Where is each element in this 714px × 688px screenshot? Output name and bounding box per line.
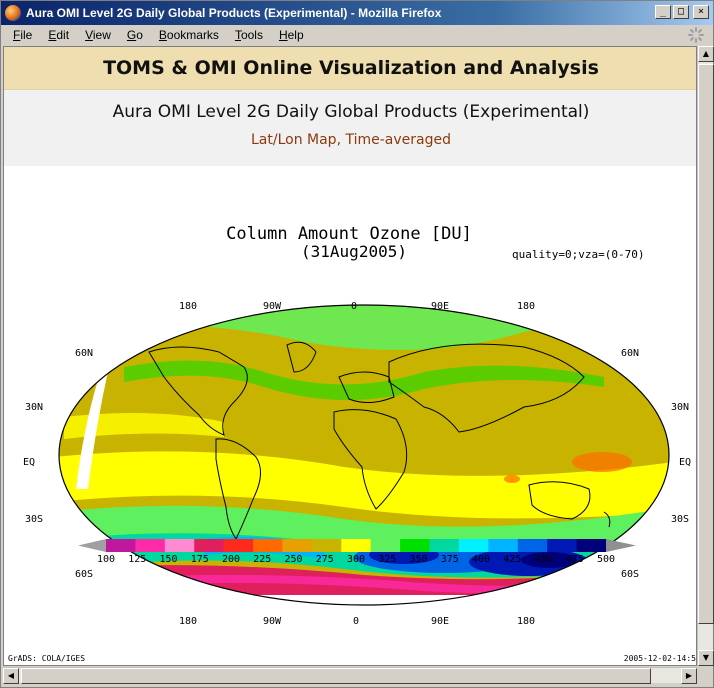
menu-bookmarks[interactable]: Bookmarks bbox=[158, 28, 219, 42]
close-button[interactable]: × bbox=[693, 5, 709, 19]
lon-label-top: 90W bbox=[263, 301, 282, 312]
coastlines bbox=[148, 341, 611, 541]
firefox-icon bbox=[5, 5, 21, 21]
vertical-scroll-thumb[interactable] bbox=[698, 64, 714, 624]
colorbar-swatch bbox=[429, 539, 460, 552]
globe-outline bbox=[58, 304, 670, 606]
colorbar-swatch bbox=[282, 539, 313, 552]
plot-qualifier: quality=0;vza=(0-70) bbox=[512, 248, 644, 261]
ozone-map-plot: Column Amount Ozone [DU] (31Aug2005) qua… bbox=[8, 224, 696, 663]
lat-label-left: 60S bbox=[75, 569, 93, 580]
lat-label-right: 60N bbox=[621, 348, 639, 359]
lon-label-bottom: 90E bbox=[431, 616, 449, 627]
footer-right: 2005-12-02-14:5 bbox=[624, 654, 696, 663]
colorbar-swatch bbox=[164, 539, 195, 552]
window-controls: _ □ × bbox=[655, 5, 709, 19]
colorbar-over-arrow bbox=[606, 539, 636, 552]
colorbar-label: 125 bbox=[128, 554, 146, 565]
throbber-icon bbox=[688, 27, 704, 43]
title-bar[interactable]: Aura OMI Level 2G Daily Global Products … bbox=[1, 1, 713, 25]
colorbar-swatch bbox=[576, 539, 607, 552]
scroll-right-icon[interactable]: ▶ bbox=[681, 668, 697, 684]
colorbar bbox=[78, 539, 636, 552]
site-banner: TOMS & OMI Online Visualization and Anal… bbox=[4, 47, 696, 90]
colorbar-label: 300 bbox=[347, 554, 365, 565]
site-title: TOMS & OMI Online Visualization and Anal… bbox=[103, 57, 599, 79]
lat-label-right: 60S bbox=[621, 569, 639, 580]
colorbar-swatch bbox=[135, 539, 166, 552]
lat-label-right: 30S bbox=[671, 514, 689, 525]
colorbar-swatch bbox=[194, 539, 225, 552]
colorbar-label: 400 bbox=[472, 554, 490, 565]
colorbar-label: 250 bbox=[284, 554, 302, 565]
lat-label-left: 30S bbox=[25, 514, 43, 525]
colorbar-label: 450 bbox=[534, 554, 552, 565]
lon-label-bottom: 90W bbox=[263, 616, 282, 627]
page-viewport[interactable]: TOMS & OMI Online Visualization and Anal… bbox=[3, 46, 697, 666]
colorbar-label: 350 bbox=[409, 554, 427, 565]
plot-date: (31Aug2005) bbox=[301, 242, 407, 261]
product-header: Aura OMI Level 2G Daily Global Products … bbox=[4, 90, 696, 166]
horizontal-scrollbar[interactable]: ◀ ▶ bbox=[3, 667, 697, 684]
window-title: Aura OMI Level 2G Daily Global Products … bbox=[26, 6, 442, 20]
menu-bar: File Edit View Go Bookmarks Tools Help bbox=[1, 25, 713, 45]
menu-file[interactable]: File bbox=[13, 28, 33, 42]
colorbar-swatch bbox=[458, 539, 489, 552]
colorbar-label: 225 bbox=[253, 554, 271, 565]
colorbar-label: 175 bbox=[191, 554, 209, 565]
map-type-title: Lat/Lon Map, Time-averaged bbox=[251, 132, 451, 148]
lat-label-right: 30N bbox=[671, 402, 689, 413]
lon-label-bottom: 180 bbox=[517, 616, 535, 627]
horizontal-scroll-thumb[interactable] bbox=[21, 668, 651, 684]
maximize-button[interactable]: □ bbox=[673, 5, 689, 19]
colorbar-label: 375 bbox=[441, 554, 459, 565]
colorbar-label: 275 bbox=[316, 554, 334, 565]
colorbar-swatch bbox=[106, 539, 136, 552]
colorbar-swatch bbox=[517, 539, 548, 552]
colorbar-swatch bbox=[400, 539, 431, 552]
menu-tools[interactable]: Tools bbox=[234, 28, 263, 42]
lon-label-top: 90E bbox=[431, 301, 449, 312]
lon-label-bottom: 0 bbox=[353, 616, 359, 627]
scroll-up-icon[interactable]: ▲ bbox=[698, 46, 714, 62]
colorbar-swatch bbox=[253, 539, 283, 552]
lat-label-left: EQ bbox=[23, 457, 35, 468]
colorbar-swatch bbox=[547, 539, 578, 552]
colorbar-swatch bbox=[341, 539, 372, 552]
menu-go[interactable]: Go bbox=[126, 28, 143, 42]
lat-label-left: 60N bbox=[75, 348, 93, 359]
colorbar-label: 500 bbox=[597, 554, 615, 565]
colorbar-label: 425 bbox=[503, 554, 521, 565]
colorbar-under-arrow bbox=[78, 539, 106, 552]
colorbar-label: 150 bbox=[159, 554, 177, 565]
colorbar-labels: 100 125 150 175 200 225 250 275 300 325 350 375 400 4… bbox=[97, 554, 615, 565]
scroll-down-icon[interactable]: ▼ bbox=[698, 650, 714, 666]
colorbar-label: 475 bbox=[566, 554, 584, 565]
colorbar-label: 100 bbox=[97, 554, 115, 565]
colorbar-label: 325 bbox=[378, 554, 396, 565]
plot-title: Column Amount Ozone [DU] bbox=[226, 224, 472, 244]
colorbar-swatch bbox=[223, 539, 254, 552]
colorbar-swatch bbox=[370, 539, 401, 552]
colorbar-swatch bbox=[488, 539, 519, 552]
menu-view[interactable]: View bbox=[85, 28, 111, 42]
colorbar-label: 200 bbox=[222, 554, 240, 565]
scroll-left-icon[interactable]: ◀ bbox=[3, 668, 19, 684]
lon-label-top: 180 bbox=[517, 301, 535, 312]
footer-left: GrADS: COLA/IGES bbox=[8, 654, 85, 663]
lat-label-right: EQ bbox=[679, 457, 691, 468]
menu-help[interactable]: Help bbox=[278, 28, 304, 42]
lon-label-top: 0 bbox=[351, 301, 357, 312]
lon-label-top: 180 bbox=[179, 301, 197, 312]
vertical-scrollbar[interactable]: ▲ ▼ bbox=[697, 46, 714, 666]
menu-edit[interactable]: Edit bbox=[48, 28, 70, 42]
lon-label-bottom: 180 bbox=[179, 616, 197, 627]
colorbar-swatch bbox=[311, 539, 342, 552]
product-title: Aura OMI Level 2G Daily Global Products … bbox=[112, 102, 590, 122]
minimize-button[interactable]: _ bbox=[655, 5, 671, 19]
lat-label-left: 30N bbox=[25, 402, 43, 413]
